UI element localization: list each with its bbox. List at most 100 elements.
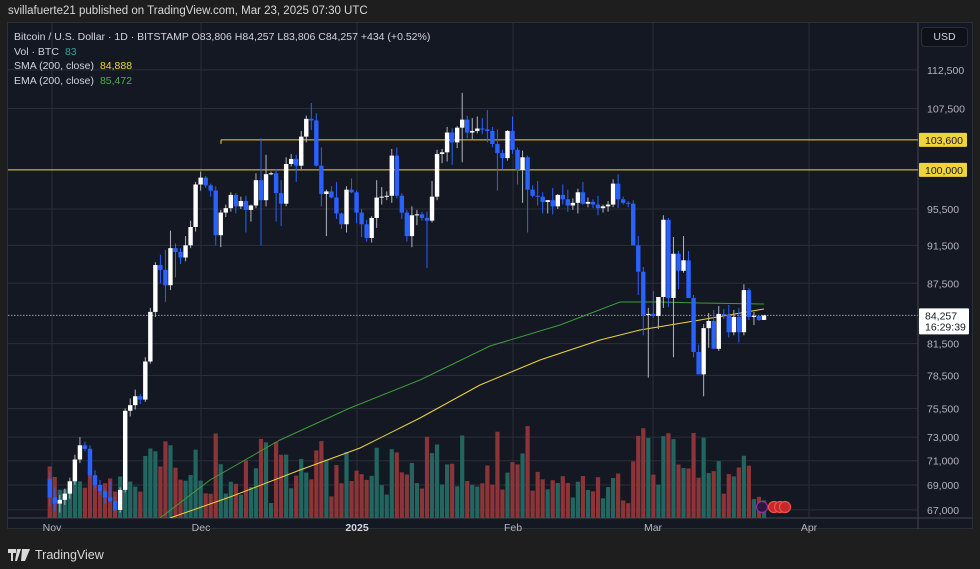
volume-bar	[721, 493, 726, 518]
candle-body	[389, 155, 394, 196]
volume-bar	[299, 458, 304, 518]
volume-bar	[67, 481, 72, 518]
candle-body	[178, 251, 183, 258]
level-price-tag	[919, 162, 967, 177]
candle-body	[344, 189, 349, 225]
candle-body	[163, 269, 168, 286]
volume-bar	[696, 477, 701, 518]
candle-body	[570, 202, 576, 206]
volume-bar	[258, 438, 264, 518]
volume-bar	[424, 436, 430, 518]
candle-body	[439, 152, 445, 154]
chart-frame[interactable]	[7, 22, 973, 529]
symbol-ohlc-line: Bitcoin / U.S. Dollar · 1D · BITSTAMP O8…	[14, 31, 431, 43]
candle-body	[751, 315, 757, 317]
candle-body	[218, 212, 223, 236]
volume-bar	[289, 488, 294, 518]
volume-bar	[409, 462, 414, 518]
volume-bar	[364, 479, 369, 518]
volume-bar	[565, 482, 570, 518]
candle-body	[605, 204, 611, 207]
volume-bar	[77, 481, 83, 518]
ema-value: 85,472	[99, 74, 133, 87]
candle-body	[278, 193, 284, 204]
candle-body	[741, 290, 747, 333]
volume-bar	[711, 471, 716, 518]
candle-body	[369, 217, 374, 238]
volume-bar	[616, 473, 621, 518]
volume-bar	[349, 481, 354, 518]
volume-bar	[480, 483, 485, 518]
volume-bar	[485, 465, 490, 518]
volume-bar	[374, 447, 379, 518]
candle-body	[268, 173, 274, 175]
candle-body	[555, 194, 560, 207]
candle-body	[620, 199, 626, 203]
candle-body	[324, 191, 329, 195]
time-axis-tick: Apr	[801, 522, 818, 534]
last-price-label: 84,257	[925, 310, 957, 322]
volume-bar	[399, 472, 404, 518]
candle-body	[610, 183, 616, 205]
candle-body	[460, 119, 465, 128]
candle-body	[339, 213, 344, 225]
candle-body	[304, 118, 309, 137]
candle-body	[399, 195, 405, 213]
candle-body	[158, 265, 163, 270]
candle-body	[761, 315, 767, 320]
volume-bar	[646, 437, 651, 518]
candle-body	[354, 192, 359, 213]
candle-body	[253, 180, 259, 206]
currency-button[interactable]: USD	[921, 27, 968, 47]
volume-bar	[575, 481, 580, 518]
volume-bar	[525, 426, 530, 518]
volume-bar	[359, 474, 364, 518]
volume-bar	[87, 466, 93, 518]
time-axis-tick: Dec	[192, 522, 211, 534]
time-axis-tick: Nov	[43, 522, 62, 534]
volume-bar	[128, 481, 133, 518]
time-axis-tick: Feb	[504, 522, 522, 534]
candle-body	[273, 173, 279, 194]
volume-bar	[429, 453, 435, 518]
candle-body	[128, 405, 133, 411]
candle-body	[364, 224, 369, 238]
volume-bar	[545, 489, 550, 518]
candle-body	[681, 260, 686, 271]
volume-bar	[636, 435, 641, 518]
volume-bar	[284, 454, 289, 518]
volume-bar	[530, 490, 535, 518]
candle-body	[223, 208, 228, 213]
candle-body	[329, 191, 334, 198]
volume-bar	[148, 448, 153, 518]
candle-body	[525, 157, 530, 190]
volume-bar	[746, 465, 752, 518]
volume-bar	[198, 480, 203, 518]
price-axis-tick: 75,500	[927, 404, 959, 416]
candle-body	[641, 271, 646, 315]
candle-body	[656, 296, 661, 316]
candle-body	[138, 396, 143, 400]
candle-body	[57, 499, 62, 504]
candle-body	[520, 157, 525, 170]
candle-body	[716, 313, 721, 349]
candle-body	[183, 245, 188, 258]
volume-bar	[223, 493, 228, 518]
candle-body	[153, 265, 158, 312]
last-price-tag	[919, 308, 969, 335]
candle-body	[706, 320, 711, 329]
volume-bar	[716, 461, 721, 518]
volume-bar	[414, 483, 420, 518]
candle-body	[490, 130, 495, 145]
volume-bar	[394, 452, 399, 518]
candle-body	[203, 177, 208, 186]
volume-bar	[681, 468, 686, 518]
volume-bar	[540, 479, 545, 518]
volume-bar	[570, 497, 575, 518]
volume-bar	[731, 476, 736, 518]
volume-bar	[228, 481, 233, 518]
volume-bar	[490, 484, 495, 518]
price-axis-tick: 67,000	[927, 505, 959, 517]
volume-bar	[465, 481, 470, 518]
